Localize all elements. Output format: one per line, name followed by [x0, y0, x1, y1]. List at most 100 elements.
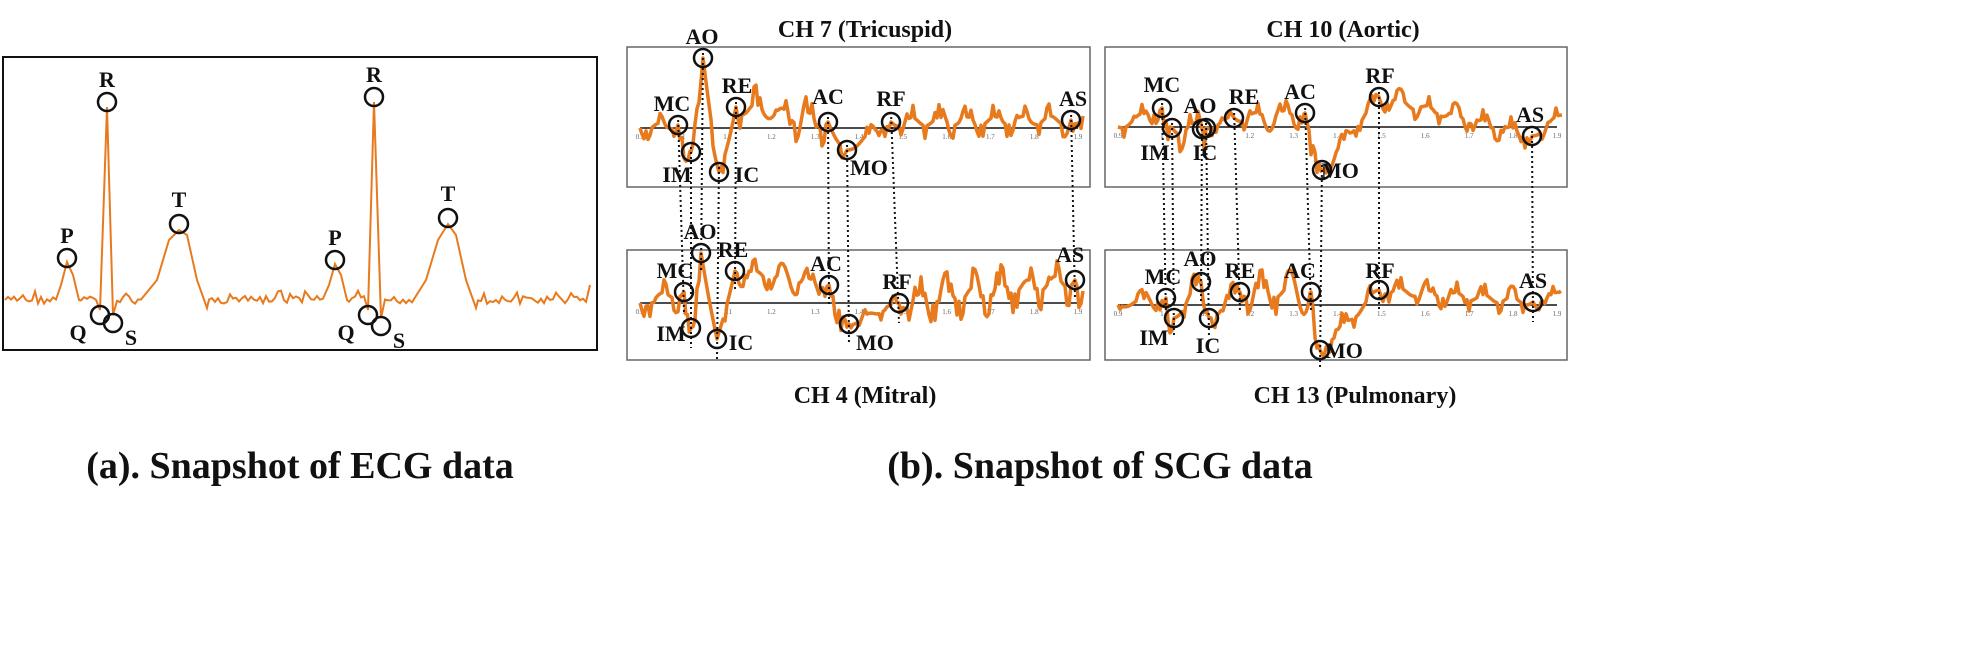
panel-frame — [1104, 249, 1568, 361]
ecg-frame — [2, 56, 598, 351]
scg-panel-ch13: 0.9 1 1.1 1.2 1.3 1.4 1.5 1.6 1.7 1.8 1.9MCIMAOICR… — [1104, 246, 1568, 363]
marker-label-ao: AO — [684, 219, 717, 244]
tick-label: 1.1 — [723, 308, 732, 316]
tick-label: 1.3 — [811, 133, 820, 141]
panel-frame — [626, 249, 1091, 361]
marker-circle-r — [96, 91, 118, 113]
marker-label-as: AS — [1516, 102, 1544, 127]
marker-label-mo: MO — [850, 155, 888, 180]
tick-label: 1.2 — [767, 133, 776, 141]
marker-label-ic: IC — [1196, 333, 1220, 358]
tick-label: 1.6 — [942, 308, 951, 316]
marker-label-ic: IC — [729, 330, 753, 355]
marker-label-mo: MO — [1325, 338, 1363, 363]
tick-label: 1.7 — [1465, 132, 1474, 140]
marker-label-re: RE — [718, 237, 749, 262]
scg-panel-ch7: 0.9 1 1.1 1.2 1.3 1.4 1.5 1.6 1.7 1.8 1.9MCIMAOICR… — [626, 24, 1091, 188]
tick-label: 1.9 — [1553, 310, 1562, 318]
marker-label-mo: MO — [1321, 158, 1359, 183]
connector-rf — [890, 111, 900, 324]
marker-label-rf: RF — [1365, 258, 1394, 283]
tick-label: 1.7 — [1465, 310, 1474, 318]
tick-label: 1.8 — [1030, 308, 1039, 316]
marker-label-mc: MC — [654, 91, 691, 116]
marker-label-ao: AO — [1184, 246, 1217, 271]
tick-label: 1.5 — [1377, 132, 1386, 140]
marker-label-as: AS — [1059, 86, 1087, 111]
marker-label-re: RE — [1229, 84, 1260, 109]
tick-label: 1.9 — [1553, 132, 1562, 140]
marker-circle-t — [168, 213, 190, 235]
scg-trace — [1117, 86, 1563, 175]
connector-as — [1531, 125, 1534, 323]
scg-caption: (b). Snapshot of SCG data — [887, 445, 1313, 487]
marker-label-q: Q — [69, 320, 86, 345]
marker-label-rf: RF — [876, 86, 905, 111]
marker-label-im: IM — [656, 321, 686, 346]
scg-trace — [638, 56, 1085, 175]
marker-circle-s — [102, 312, 124, 334]
ecg-caption: (a). Snapshot of ECG data — [86, 445, 514, 487]
panel-title-ch13: CH 13 (Pulmonary) — [1254, 383, 1457, 409]
scg-panels: 0.9 1 1.1 1.2 1.3 1.4 1.5 1.6 1.7 1.8 1.9 MC IM AO IC R… — [626, 24, 1568, 371]
connector-as — [1070, 109, 1076, 301]
tick-label: 1.2 — [1245, 310, 1254, 318]
tick-label: 1.3 — [1289, 310, 1298, 318]
tick-label: 1.4 — [855, 133, 864, 141]
connector-ac — [827, 111, 830, 306]
tick-label: 1 — [1160, 310, 1164, 318]
marker-label-as: AS — [1056, 242, 1084, 267]
marker-label-mo: MO — [856, 330, 894, 355]
connector-re — [734, 96, 737, 292]
connector-mo — [846, 139, 850, 345]
marker-label-ac: AC — [1284, 79, 1316, 104]
marker-label-ic: IC — [735, 162, 759, 187]
tick-label: 1.8 — [1030, 133, 1039, 141]
tick-label: 0.9 — [1114, 132, 1123, 140]
marker-label-ac: AC — [812, 84, 844, 109]
marker-label-p: P — [60, 223, 73, 248]
marker-label-ac: AC — [810, 251, 842, 276]
ecg-trace — [4, 101, 591, 319]
tick-label: 1.3 — [1289, 132, 1298, 140]
marker-circle-ac — [818, 274, 840, 296]
connector-re — [1233, 107, 1241, 313]
tick-label: 1.7 — [986, 133, 995, 141]
tick-label: 1.4 — [1333, 310, 1342, 318]
marker-circle-ao — [1190, 271, 1212, 293]
marker-label-s: S — [125, 325, 137, 350]
marker-label-mc: MC — [657, 258, 694, 283]
marker-label-s: S — [393, 328, 405, 353]
tick-label: 1.4 — [855, 308, 864, 316]
marker-circle-p — [56, 247, 78, 269]
panel-frame — [626, 46, 1091, 188]
tick-label: 1.8 — [1509, 310, 1518, 318]
ecg-panel: P Q R S T P Q R S T — [2, 56, 598, 353]
panel-title-ch7: CH 7 (Tricuspid) — [778, 17, 952, 43]
marker-label-re: RE — [722, 73, 753, 98]
marker-circle-s — [370, 315, 392, 337]
tick-label: 1.2 — [767, 308, 776, 316]
tick-label: 1.5 — [1377, 310, 1386, 318]
tick-label: 1.2 — [1245, 132, 1254, 140]
marker-circle-p — [324, 249, 346, 271]
marker-label-t: T — [172, 187, 187, 212]
marker-label-ao: AO — [1184, 93, 1217, 118]
tick-label: 1.8 — [1509, 132, 1518, 140]
marker-label-im: IM — [1140, 140, 1170, 165]
marker-label-ao: AO — [686, 24, 719, 49]
tick-label: 1 — [1160, 132, 1164, 140]
scg-trace — [638, 251, 1085, 341]
tick-label: 1.6 — [1421, 132, 1430, 140]
connector-mo — [1319, 159, 1323, 371]
tick-label: 1.3 — [811, 308, 820, 316]
panel-title-ch4: CH 4 (Mitral) — [794, 383, 937, 409]
marker-label-rf: RF — [1365, 63, 1394, 88]
tick-label: 1.6 — [942, 133, 951, 141]
tick-label: 0.9 — [636, 133, 645, 141]
tick-label: 1.9 — [1074, 308, 1083, 316]
tick-label: 0.9 — [1114, 310, 1123, 318]
marker-label-ac: AC — [1284, 258, 1316, 283]
marker-label-q: Q — [337, 320, 354, 345]
